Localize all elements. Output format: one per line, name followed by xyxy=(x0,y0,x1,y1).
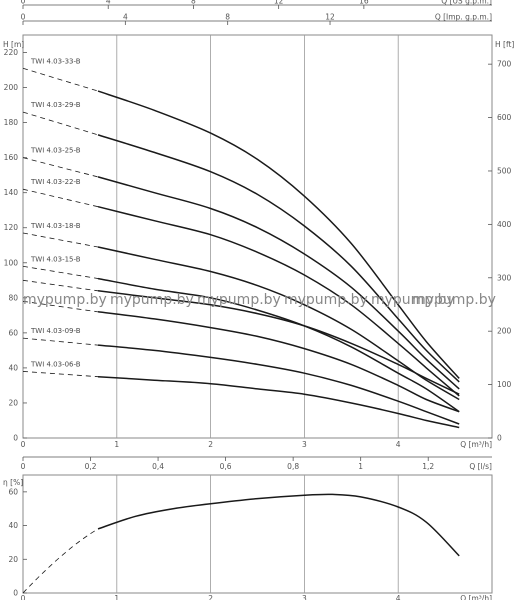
top-axis-tick-label-imp: 0 xyxy=(21,13,26,22)
head-x-tick-label: 1 xyxy=(114,440,119,449)
efficiency-x-tick-label: 4 xyxy=(396,594,401,600)
series-label-twi-4-03-33-b: TWI 4.03-33-B xyxy=(30,57,81,65)
efficiency-curve xyxy=(97,493,460,557)
head-right-axis-title: H [ft] xyxy=(495,40,514,49)
series-label-twi-4-03-15-b: TWI 4.03-15-B xyxy=(30,255,81,263)
head-y-tick-label: 20 xyxy=(8,398,18,407)
efficiency-extrapolation xyxy=(22,528,99,594)
watermark-text: mypump.by xyxy=(412,292,496,308)
head-y-tick-label: 200 xyxy=(4,83,19,92)
head-extrapolation-twi-4-03-29-b xyxy=(22,111,99,136)
head-right-tick-label: 500 xyxy=(497,166,512,175)
head-y-tick-label: 40 xyxy=(8,363,18,372)
head-curve-twi-4-03-29-b xyxy=(97,134,460,383)
efficiency-plot-frame xyxy=(22,474,493,594)
head-curve-unlabeled-7 xyxy=(97,311,460,413)
head-right-tick-label: 400 xyxy=(497,220,512,229)
head-y-tick-label: 60 xyxy=(8,328,18,337)
head-y-tick-label: 120 xyxy=(4,223,19,232)
head-right-tick-label: 0 xyxy=(497,434,502,443)
top-axis-tick-label-us: 8 xyxy=(191,0,196,6)
series-label-twi-4-03-22-b: TWI 4.03-22-B xyxy=(30,178,81,186)
head-y-tick-label: 80 xyxy=(8,293,18,302)
top-axis-title-us: Q [US g.p.m.] xyxy=(441,0,492,6)
top-axis-tick-label-us: 4 xyxy=(106,0,111,6)
head-extrapolation-unlabeled-6 xyxy=(22,279,99,292)
head-chart: 0 1 2 3 4 Q [m³/h] 0 20 40 60 80 100 120 140 160 180 200… xyxy=(3,34,514,449)
watermark-text: mypump.by xyxy=(110,292,194,308)
head-extrapolation-twi-4-03-15-b xyxy=(22,265,99,279)
top-axis-tick-label-imp: 12 xyxy=(325,13,335,22)
head-plot-frame xyxy=(22,34,493,439)
head-x-tick-label: 0 xyxy=(21,440,26,449)
series-label-twi-4-03-25-b: TWI 4.03-25-B xyxy=(30,147,81,155)
top-axis-tick-label-us: 16 xyxy=(359,0,369,6)
head-right-tick-label: 100 xyxy=(497,380,512,389)
head-y-axis-title: H [m] xyxy=(3,40,24,49)
top-axis-tick-label-imp: 4 xyxy=(123,13,128,22)
series-label-twi-4-03-09-b: TWI 4.03-09-B xyxy=(30,327,81,335)
top-axis-title-imp: Q [Imp. g.p.m.] xyxy=(435,13,492,22)
ls-axis-title: Q [l/s] xyxy=(469,462,492,471)
head-curve-twi-4-03-33-b xyxy=(97,90,460,379)
head-y-tick-label: 140 xyxy=(4,188,19,197)
efficiency-x-axis-title: Q [m³/h] xyxy=(460,594,492,600)
ls-axis-tick-label: 0,8 xyxy=(287,462,299,471)
head-curve-twi-4-03-25-b xyxy=(97,176,460,390)
efficiency-y-tick-label: 60 xyxy=(8,487,18,496)
watermark-row: mypump.by mypump.by mypump.by mypump.by mypu… xyxy=(23,292,496,308)
head-x-axis-title: Q [m³/h] xyxy=(460,440,492,449)
head-y-tick-label: 0 xyxy=(13,434,18,443)
head-y-tick-label: 100 xyxy=(4,258,19,267)
top-axis-tick-label-imp: 8 xyxy=(225,13,230,22)
top-axes: 0 4 8 12 16 Q [US g.p.m.] 0 4 8 12 Q [Imp. g.p.m.] xyxy=(21,0,492,25)
series-label-twi-4-03-29-b: TWI 4.03-29-B xyxy=(30,101,81,109)
head-y-tick-label: 160 xyxy=(4,153,19,162)
watermark-text: mypump.by xyxy=(23,292,107,308)
watermark-text: mypump.by xyxy=(371,292,455,308)
head-extrapolation-twi-4-03-06-b xyxy=(22,371,99,378)
head-x-tick-label: 4 xyxy=(396,440,401,449)
head-curve-twi-4-03-09-b xyxy=(97,344,460,425)
head-right-tick-label: 300 xyxy=(497,273,512,282)
efficiency-x-tick-label: 3 xyxy=(302,594,307,600)
head-right-tick-label: 600 xyxy=(497,113,512,122)
efficiency-y-axis-title: η [%] xyxy=(3,478,23,487)
efficiency-x-tick-label: 0 xyxy=(21,594,26,600)
head-right-tick-label: 200 xyxy=(497,327,512,336)
top-axis-tick-label-us: 0 xyxy=(21,0,26,6)
ls-axis-tick-label: 1 xyxy=(358,462,363,471)
head-extrapolation-unlabeled-7 xyxy=(22,300,99,313)
watermark-text: mypump.by xyxy=(284,292,368,308)
efficiency-y-tick-label: 20 xyxy=(8,555,18,564)
ls-axis-tick-label: 0 xyxy=(21,462,26,471)
top-axis-tick-label-us: 12 xyxy=(274,0,284,6)
ls-axis-tick-label: 0,6 xyxy=(220,462,232,471)
series-label-twi-4-03-06-b: TWI 4.03-06-B xyxy=(30,360,81,368)
efficiency-x-tick-label: 1 xyxy=(114,594,119,600)
ls-axis-tick-label: 1,2 xyxy=(422,462,434,471)
head-x-tick-label: 2 xyxy=(208,440,213,449)
head-curve-unlabeled-6 xyxy=(97,290,460,395)
efficiency-y-tick-label: 40 xyxy=(8,521,18,530)
ls-axis-tick-label: 0,4 xyxy=(152,462,164,471)
head-extrapolation-twi-4-03-25-b xyxy=(22,157,99,178)
watermark-text: mypump.by xyxy=(197,292,281,308)
head-extrapolation-twi-4-03-09-b xyxy=(22,337,99,346)
head-x-tick-label: 3 xyxy=(302,440,307,449)
efficiency-y-tick-label: 0 xyxy=(13,589,18,598)
head-y-tick-label: 220 xyxy=(4,48,19,57)
head-curve-twi-4-03-06-b xyxy=(97,375,460,429)
series-label-twi-4-03-18-b: TWI 4.03-18-B xyxy=(30,222,81,230)
ls-axis-tick-label: 0,2 xyxy=(85,462,97,471)
head-curve-twi-4-03-22-b xyxy=(97,205,460,397)
efficiency-x-tick-label: 2 xyxy=(208,594,213,600)
head-right-tick-label: 700 xyxy=(497,60,512,69)
head-extrapolation-twi-4-03-33-b xyxy=(22,67,99,92)
efficiency-chart: 0 0,2 0,4 0,6 0,8 1 1,2 Q [l/s] 0 1 2 3 4 Q [m³/h] 0 20… xyxy=(3,456,493,600)
head-y-tick-label: 180 xyxy=(4,118,19,127)
head-extrapolation-twi-4-03-18-b xyxy=(22,232,99,248)
head-extrapolation-twi-4-03-22-b xyxy=(22,188,99,208)
